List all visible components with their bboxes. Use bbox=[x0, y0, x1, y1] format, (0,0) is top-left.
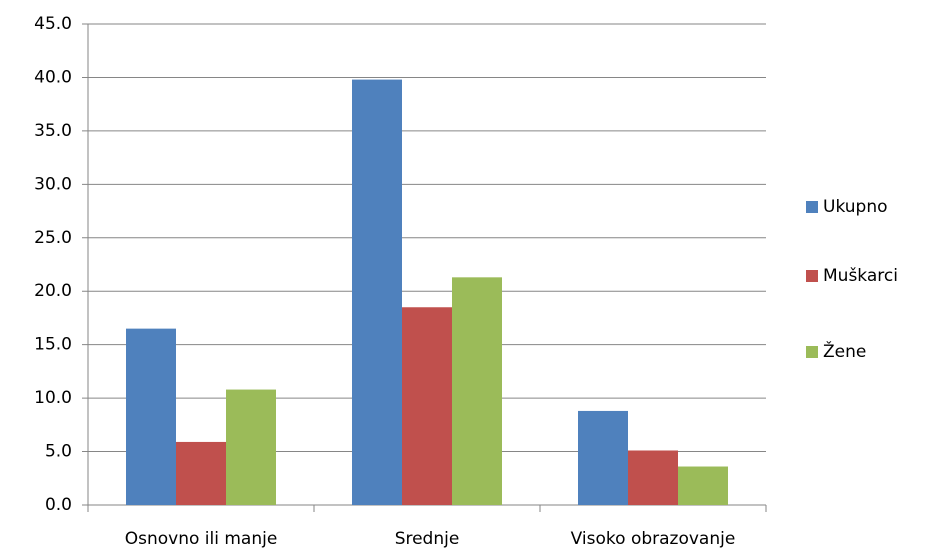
x-tick-label: Osnovno ili manje bbox=[125, 529, 278, 549]
bar bbox=[628, 450, 678, 505]
y-tick-label: 25.0 bbox=[34, 228, 72, 248]
legend-label: Žene bbox=[823, 340, 866, 362]
bar bbox=[126, 328, 176, 505]
y-tick-label: 0.0 bbox=[45, 495, 72, 515]
bar bbox=[226, 389, 276, 505]
legend-swatch bbox=[806, 201, 818, 213]
legend-swatch bbox=[806, 270, 818, 282]
x-tick-label: Srednje bbox=[395, 529, 460, 549]
bar bbox=[176, 441, 226, 505]
bar bbox=[352, 79, 402, 506]
bar bbox=[452, 277, 502, 505]
y-tick-label: 35.0 bbox=[34, 121, 72, 141]
y-tick-label: 45.0 bbox=[34, 14, 72, 34]
legend-label: Muškarci bbox=[823, 266, 898, 286]
y-tick-label: 30.0 bbox=[34, 174, 72, 194]
legend-label: Ukupno bbox=[823, 197, 888, 217]
legend-swatch bbox=[806, 346, 818, 358]
bar bbox=[402, 307, 452, 505]
y-tick-label: 20.0 bbox=[34, 281, 72, 301]
x-tick-label: Visoko obrazovanje bbox=[571, 529, 736, 549]
y-tick-label: 10.0 bbox=[34, 388, 72, 408]
y-tick-label: 15.0 bbox=[34, 335, 72, 355]
bar bbox=[678, 466, 728, 505]
y-tick-label: 40.0 bbox=[34, 67, 72, 87]
bar bbox=[578, 410, 628, 505]
y-tick-label: 5.0 bbox=[45, 442, 72, 462]
